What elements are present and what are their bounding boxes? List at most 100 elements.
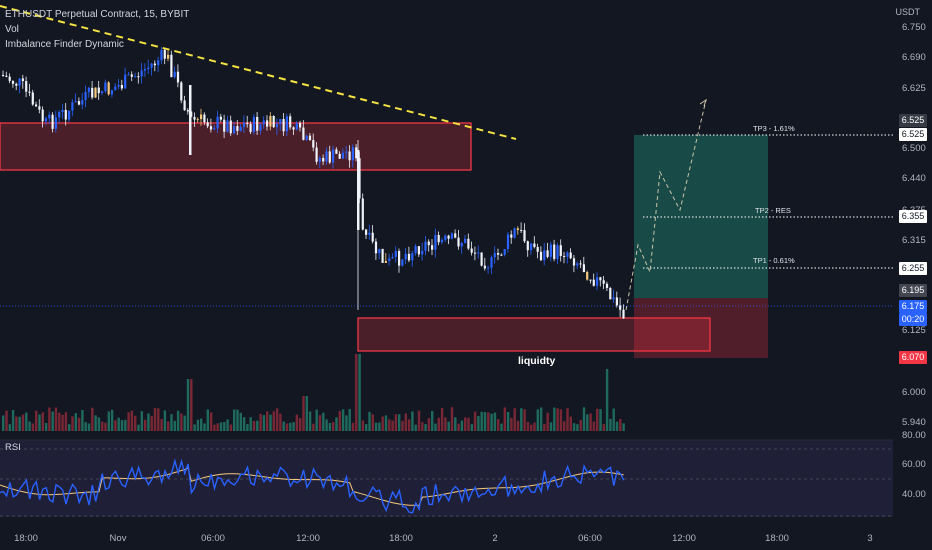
- candle: [279, 119, 282, 124]
- volume-bar: [97, 417, 101, 431]
- candle: [530, 243, 533, 251]
- volume-bar: [619, 418, 622, 431]
- volume-bar: [473, 411, 477, 431]
- candle: [275, 123, 279, 128]
- candle: [147, 67, 150, 70]
- volume-bar: [295, 414, 299, 431]
- volume-bar: [576, 424, 579, 431]
- volume-bar: [104, 422, 107, 431]
- candle: [572, 258, 576, 266]
- volume-bar: [358, 354, 361, 431]
- candle: [305, 135, 308, 140]
- candle: [609, 288, 612, 300]
- candle: [328, 151, 331, 163]
- candle: [299, 122, 302, 128]
- liquidity-annotation[interactable]: liquidty: [518, 355, 556, 367]
- tp3-label[interactable]: TP3 - 1.61%: [753, 124, 795, 133]
- volume-bar: [513, 408, 516, 431]
- volume-bar: [450, 407, 454, 431]
- volume-bar: [516, 420, 520, 431]
- rsi-axis-label: 40.00: [902, 489, 926, 500]
- volume-bar: [599, 409, 602, 431]
- volume-bar: [345, 415, 348, 431]
- candle: [74, 101, 77, 103]
- time-axis-label: 12:00: [672, 533, 696, 544]
- volume-bar: [190, 379, 193, 431]
- tp1-label[interactable]: TP1 - 0.61%: [753, 256, 795, 265]
- volume-bar: [206, 409, 209, 431]
- candle: [213, 128, 216, 130]
- candle: [289, 116, 292, 128]
- candle: [226, 120, 229, 132]
- candle: [497, 252, 500, 255]
- volume-bar: [526, 422, 530, 431]
- candle: [269, 116, 272, 127]
- candle: [417, 246, 420, 255]
- time-axis-label: 2: [492, 533, 497, 544]
- candle: [236, 126, 239, 131]
- candle: [536, 247, 539, 252]
- volume-bar: [275, 408, 279, 431]
- price-axis-label: 5.940: [902, 417, 926, 428]
- volume-bar: [563, 421, 566, 431]
- candle: [615, 297, 618, 306]
- symbol-title[interactable]: ETHUSDT Perpetual Contract, 15, BYBIT: [5, 9, 190, 20]
- volume-bar: [2, 415, 5, 431]
- candle: [464, 238, 467, 243]
- volume-bar: [500, 423, 503, 431]
- volume-bar: [444, 417, 447, 431]
- candle: [157, 60, 160, 66]
- volume-bar: [341, 409, 345, 431]
- tp2-label[interactable]: TP2 - RES: [755, 206, 791, 215]
- volume-bar: [87, 423, 91, 431]
- candle: [81, 100, 84, 105]
- candle: [490, 257, 493, 268]
- candle: [434, 234, 437, 250]
- volume-bar: [229, 424, 233, 431]
- price-axis-label: 6.440: [902, 173, 926, 184]
- volume-indicator-label[interactable]: Vol: [5, 24, 19, 35]
- volume-bar: [246, 424, 249, 431]
- rsi-title[interactable]: RSI: [5, 442, 21, 453]
- candle: [170, 54, 173, 78]
- candle: [252, 116, 255, 132]
- volume-bar: [203, 423, 206, 431]
- volume-bar: [200, 418, 203, 431]
- candle: [523, 230, 526, 242]
- candle: [569, 252, 572, 259]
- volume-bar: [388, 419, 391, 431]
- candle: [308, 135, 312, 141]
- candle: [173, 71, 176, 78]
- loss-zone: [634, 298, 768, 358]
- candle: [335, 149, 338, 154]
- volume-bar: [252, 421, 256, 431]
- tp3-price-tag-dark: 6.525: [899, 114, 927, 127]
- volume-bar: [239, 412, 242, 431]
- volume-bar: [421, 422, 424, 431]
- candle: [219, 116, 222, 120]
- volume-bar: [477, 416, 480, 431]
- volume-bar: [407, 419, 411, 431]
- candle: [262, 120, 265, 125]
- candle: [368, 232, 371, 235]
- volume-bar: [454, 417, 457, 431]
- candle: [84, 91, 87, 101]
- volume-bar: [127, 412, 130, 431]
- candle: [31, 92, 34, 105]
- volume-bar: [71, 416, 74, 431]
- candle: [124, 74, 127, 89]
- candle: [163, 49, 166, 59]
- volume-bar: [249, 417, 252, 431]
- candle: [599, 277, 602, 281]
- candle: [447, 235, 450, 239]
- candle: [411, 253, 414, 261]
- candle: [622, 309, 625, 319]
- candle: [543, 250, 546, 261]
- candle: [566, 252, 569, 257]
- imbalance-indicator-label[interactable]: Imbalance Finder Dynamic: [5, 39, 124, 50]
- volume-bar: [378, 422, 381, 431]
- volume-bar: [31, 423, 35, 431]
- candle: [533, 243, 536, 248]
- time-axis-label: Nov: [110, 533, 127, 544]
